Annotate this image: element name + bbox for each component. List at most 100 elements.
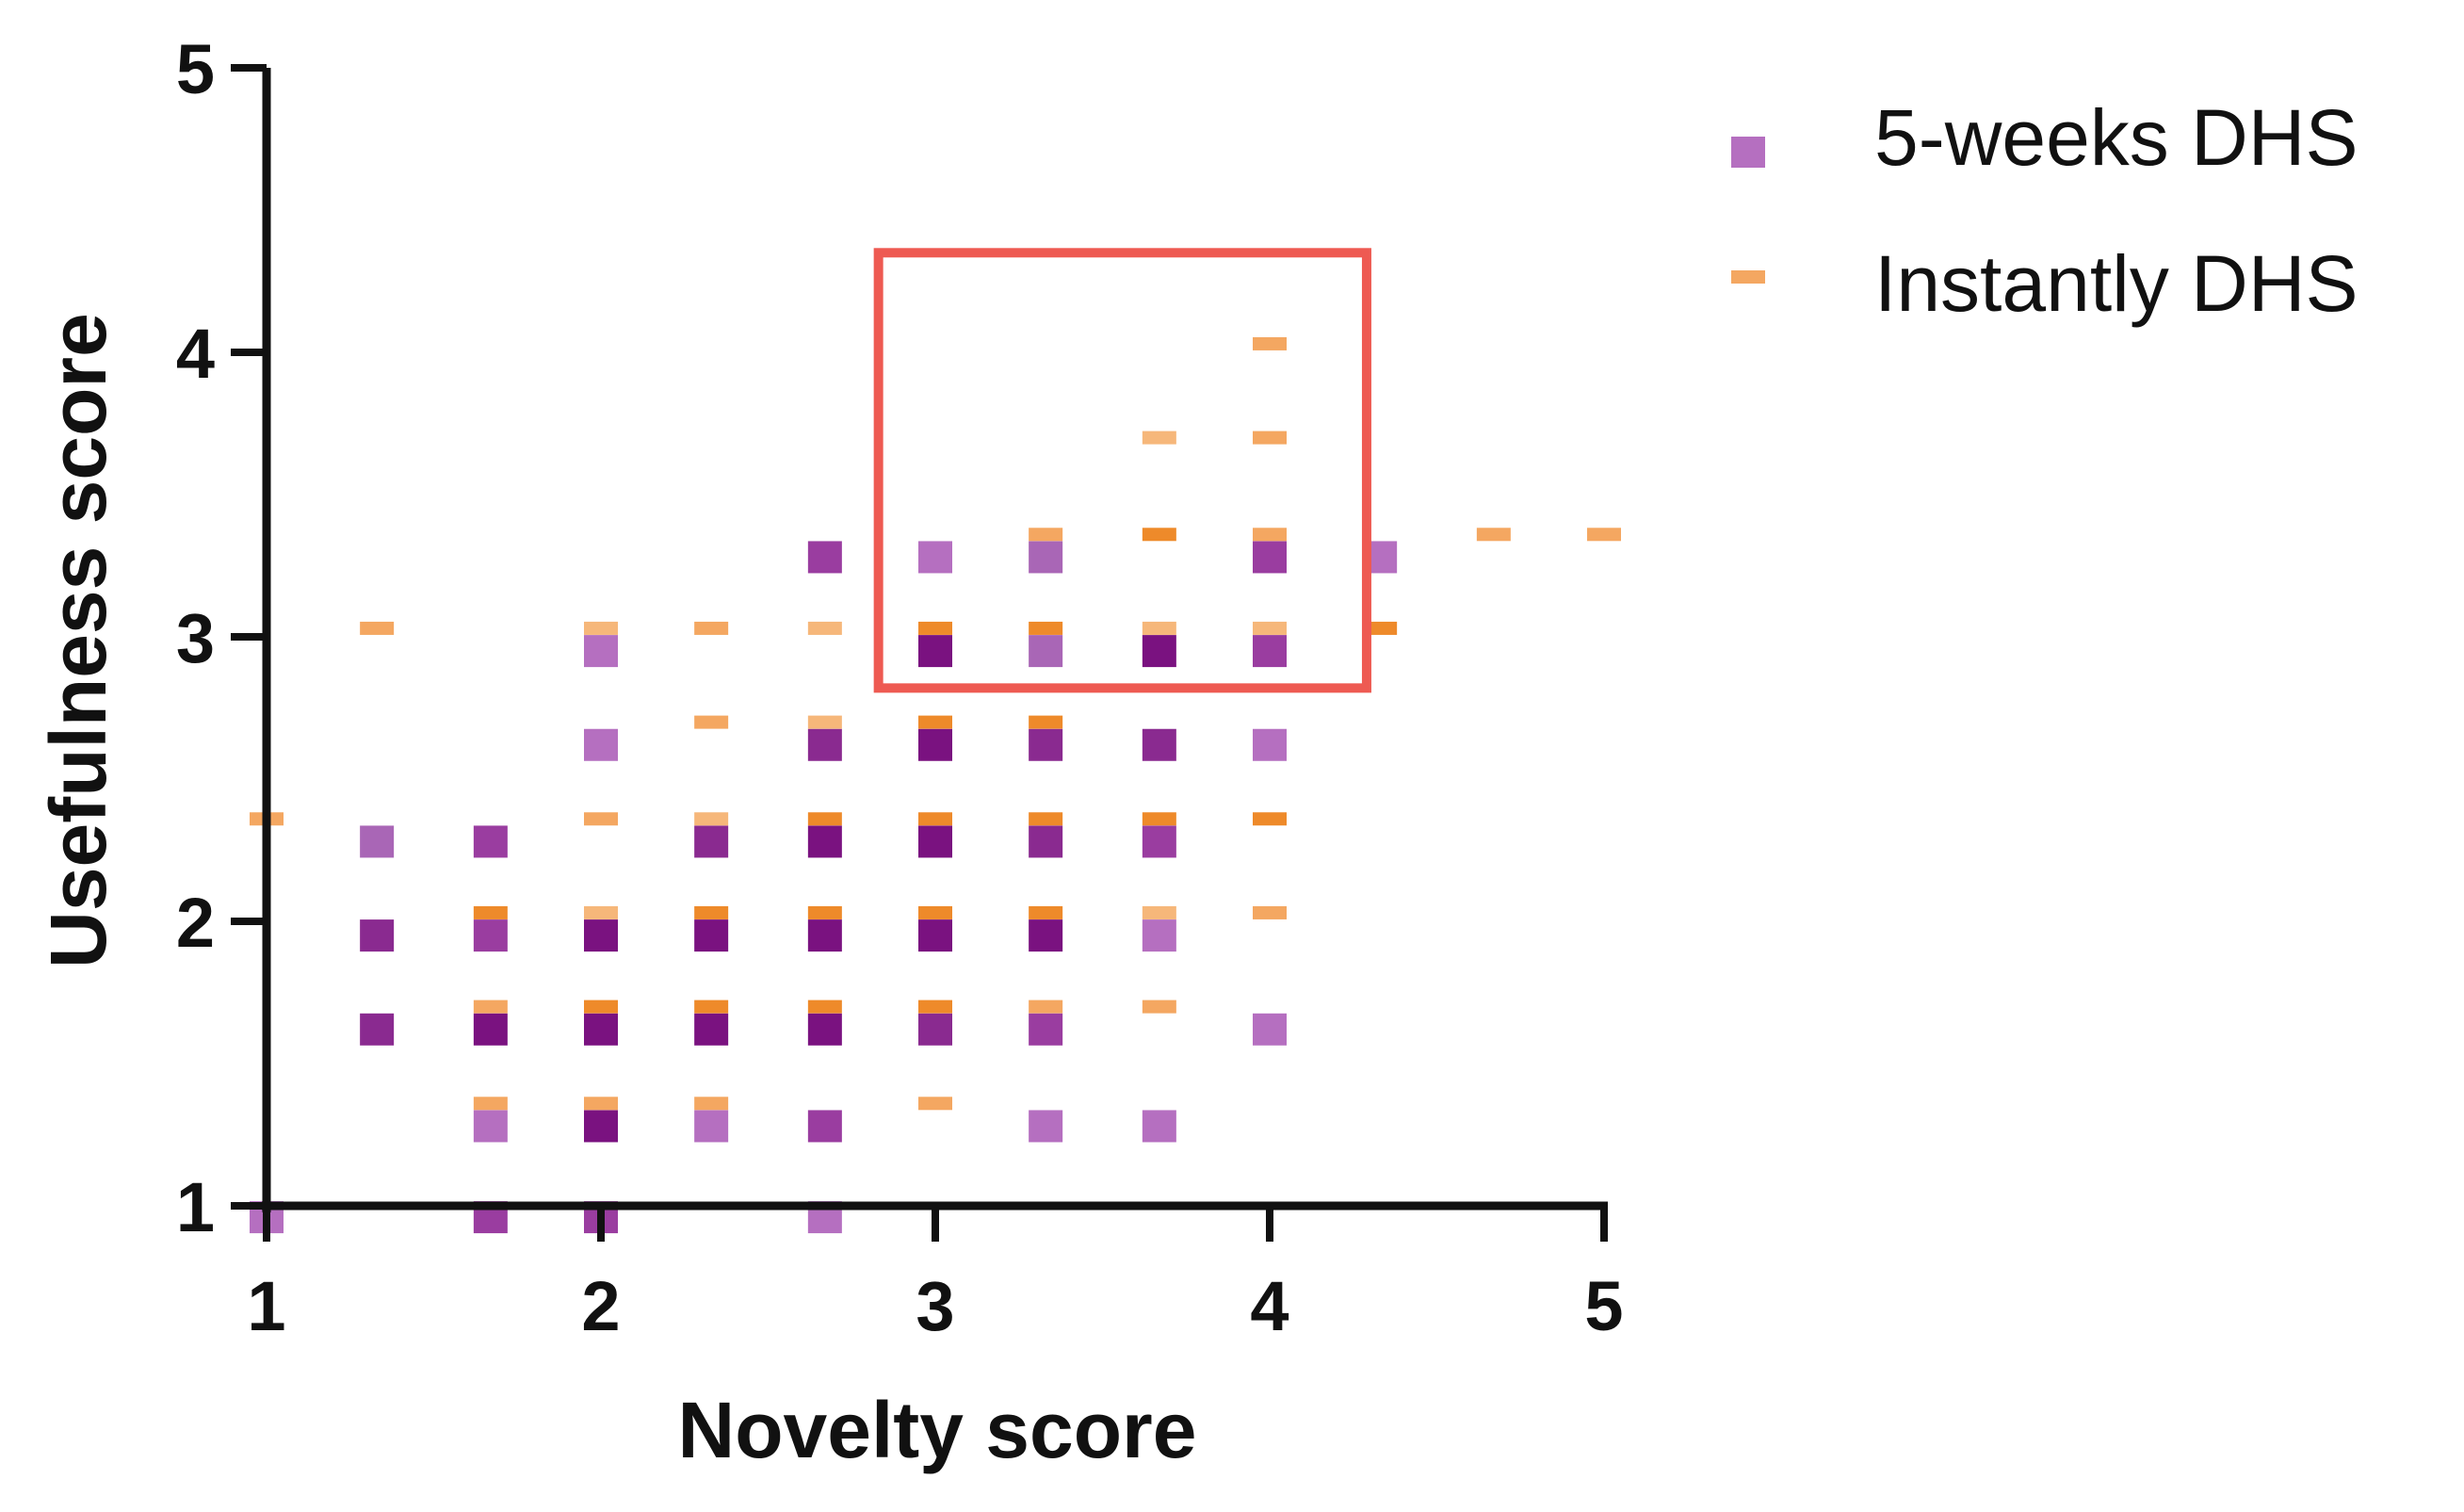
x-tick-label: 3 (916, 1267, 954, 1345)
point-5-weeks-dhs (1142, 635, 1176, 668)
point-instantly-dhs (1142, 1000, 1176, 1014)
point-5-weeks-dhs (694, 1110, 729, 1143)
point-instantly-dhs (918, 621, 952, 635)
legend-marker-instantly (1731, 270, 1765, 284)
point-instantly-dhs (1253, 336, 1287, 350)
point-instantly-dhs (1142, 621, 1176, 635)
point-5-weeks-dhs (1029, 1013, 1063, 1046)
point-instantly-dhs (584, 812, 618, 826)
point-5-weeks-dhs (1029, 825, 1063, 858)
point-5-weeks-dhs (584, 1110, 618, 1143)
point-instantly-dhs (1587, 528, 1621, 542)
point-5-weeks-dhs (1142, 919, 1176, 952)
point-5-weeks-dhs (473, 1110, 508, 1143)
point-5-weeks-dhs (1142, 728, 1176, 761)
point-5-weeks-dhs (1029, 919, 1063, 952)
point-instantly-dhs (694, 621, 729, 635)
point-5-weeks-dhs (584, 919, 618, 952)
y-tick-label: 1 (176, 1168, 215, 1246)
point-5-weeks-dhs (807, 1013, 842, 1046)
point-5-weeks-dhs (1029, 541, 1063, 574)
point-instantly-dhs (807, 621, 842, 635)
point-5-weeks-dhs (584, 1013, 618, 1046)
y-tick-label: 2 (176, 884, 215, 962)
x-axis-title: Novelty score (678, 1386, 1197, 1474)
points-layer (250, 336, 1621, 1234)
point-instantly-dhs (694, 1097, 729, 1111)
point-5-weeks-dhs (918, 635, 952, 668)
point-instantly-dhs (918, 905, 952, 919)
point-instantly-dhs (1029, 715, 1063, 729)
point-instantly-dhs (1029, 812, 1063, 826)
point-instantly-dhs (1029, 1000, 1063, 1014)
point-instantly-dhs (918, 812, 952, 826)
point-instantly-dhs (1253, 621, 1287, 635)
point-instantly-dhs (918, 715, 952, 729)
point-instantly-dhs (807, 1000, 842, 1014)
point-5-weeks-dhs (694, 919, 729, 952)
point-instantly-dhs (360, 621, 395, 635)
point-instantly-dhs (807, 715, 842, 729)
point-5-weeks-dhs (1253, 728, 1287, 761)
point-instantly-dhs (1029, 621, 1063, 635)
point-5-weeks-dhs (473, 919, 508, 952)
point-instantly-dhs (807, 812, 842, 826)
point-instantly-dhs (694, 715, 729, 729)
point-5-weeks-dhs (807, 541, 842, 574)
point-instantly-dhs (1029, 528, 1063, 542)
point-instantly-dhs (1476, 528, 1511, 542)
point-5-weeks-dhs (694, 1013, 729, 1046)
point-instantly-dhs (1142, 812, 1176, 826)
point-instantly-dhs (918, 1000, 952, 1014)
point-5-weeks-dhs (918, 825, 952, 858)
point-instantly-dhs (1142, 905, 1176, 919)
point-instantly-dhs (694, 905, 729, 919)
legend-label-instantly: Instantly DHS (1874, 239, 2359, 328)
point-5-weeks-dhs (694, 825, 729, 858)
point-5-weeks-dhs (584, 728, 618, 761)
y-tick-label: 5 (176, 30, 215, 108)
point-5-weeks-dhs (807, 1110, 842, 1143)
y-tick-label: 3 (176, 599, 215, 677)
legend-label-5-weeks: 5-weeks DHS (1874, 93, 2358, 182)
point-instantly-dhs (1253, 431, 1287, 445)
point-5-weeks-dhs (1253, 1013, 1287, 1046)
highlight-box (873, 248, 1371, 693)
point-5-weeks-dhs (1029, 1110, 1063, 1143)
point-5-weeks-dhs (1253, 541, 1287, 574)
point-instantly-dhs (694, 812, 729, 826)
legend-marker-5-weeks (1731, 137, 1765, 168)
ticks: 1 2 3 4 5 1 2 3 4 5 (176, 30, 1624, 1345)
point-5-weeks-dhs (918, 919, 952, 952)
point-instantly-dhs (807, 905, 842, 919)
point-5-weeks-dhs (473, 825, 508, 858)
x-tick-label: 1 (247, 1267, 285, 1345)
point-5-weeks-dhs (360, 1013, 395, 1046)
point-instantly-dhs (1253, 905, 1287, 919)
point-instantly-dhs (584, 1000, 618, 1014)
point-instantly-dhs (1142, 431, 1176, 445)
point-instantly-dhs (584, 1097, 618, 1111)
y-tick-label: 4 (176, 315, 215, 393)
point-5-weeks-dhs (1142, 825, 1176, 858)
point-instantly-dhs (584, 621, 618, 635)
point-instantly-dhs (1253, 528, 1287, 542)
point-5-weeks-dhs (918, 541, 952, 574)
point-5-weeks-dhs (807, 728, 842, 761)
point-instantly-dhs (1029, 905, 1063, 919)
x-tick-label: 4 (1250, 1267, 1289, 1345)
point-5-weeks-dhs (1253, 635, 1287, 668)
point-instantly-dhs (473, 1000, 508, 1014)
point-instantly-dhs (918, 1097, 952, 1111)
point-instantly-dhs (473, 1097, 508, 1111)
point-instantly-dhs (1363, 621, 1398, 635)
point-5-weeks-dhs (807, 825, 842, 858)
point-5-weeks-dhs (918, 728, 952, 761)
point-5-weeks-dhs (1029, 728, 1063, 761)
point-5-weeks-dhs (360, 825, 395, 858)
point-5-weeks-dhs (584, 635, 618, 668)
point-5-weeks-dhs (1142, 1110, 1176, 1143)
point-instantly-dhs (694, 1000, 729, 1014)
x-tick-label: 2 (581, 1267, 620, 1345)
